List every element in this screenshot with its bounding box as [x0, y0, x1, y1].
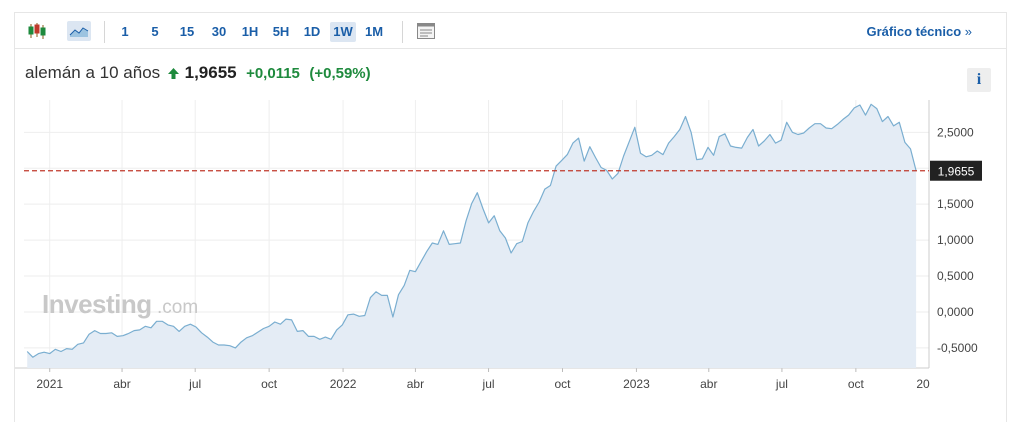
chart-widget: 1 5 15 30 1H 5H 1D 1W 1M Gráfico técnico… [14, 12, 1007, 422]
instrument-name: alemán a 10 años [25, 63, 161, 82]
arrow-up-icon [167, 68, 179, 79]
x-tick-label: abr [113, 377, 130, 391]
y-tick-label: 0,5000 [937, 269, 974, 283]
series-line [26, 103, 917, 358]
timeframe-1d[interactable]: 1D [303, 24, 321, 39]
layout-icon[interactable] [414, 21, 438, 41]
x-tick-label: jul [482, 377, 495, 391]
instrument-header: alemán a 10 años 1,9655 +0,0115 (+0,59%) [25, 63, 371, 83]
x-tick-label: 2023 [623, 377, 650, 391]
x-tick-label: oct [848, 377, 865, 391]
timeframe-1w[interactable]: 1W [330, 22, 356, 42]
toolbar-divider [104, 21, 105, 43]
last-price-label-bg [930, 160, 982, 181]
investing-watermark: Investing [42, 289, 152, 319]
timeframe-30[interactable]: 30 [211, 24, 227, 39]
series-area [27, 104, 917, 369]
double-chevron-right-icon: » [964, 24, 972, 39]
y-tick-label: 1,0000 [937, 233, 974, 247]
x-tick-label: 2022 [330, 377, 357, 391]
area-chart-icon[interactable] [67, 21, 91, 41]
info-button[interactable]: i [967, 68, 991, 92]
x-tick-label: oct [261, 377, 278, 391]
y-tick-label: 1,5000 [937, 197, 974, 211]
last-price: 1,9655 [184, 63, 237, 82]
timeframe-15[interactable]: 15 [179, 24, 195, 39]
timeframe-1[interactable]: 1 [121, 24, 129, 39]
toolbar-divider [402, 21, 403, 43]
y-tick-label: 0,0000 [937, 305, 974, 319]
chart-toolbar: 1 5 15 30 1H 5H 1D 1W 1M Gráfico técnico… [15, 13, 1006, 49]
candlestick-icon[interactable] [25, 21, 49, 41]
timeframe-5[interactable]: 5 [151, 24, 159, 39]
investing-watermark-suffix: .com [157, 297, 198, 318]
x-tick-label: 20 [916, 377, 930, 391]
x-tick-label: abr [407, 377, 424, 391]
timeframe-1m[interactable]: 1M [364, 24, 384, 39]
x-tick-label: jul [775, 377, 788, 391]
technical-chart-link-label: Gráfico técnico [866, 24, 962, 39]
timeframe-5h[interactable]: 5H [272, 24, 290, 39]
timeframe-1h[interactable]: 1H [241, 24, 259, 39]
x-tick-label: jul [188, 377, 201, 391]
y-tick-label: 2,5000 [937, 125, 974, 139]
technical-chart-link[interactable]: Gráfico técnico » [867, 24, 973, 39]
last-price-label: 1,9655 [938, 165, 975, 179]
price-change-percent: (+0,59%) [309, 65, 371, 82]
x-tick-label: oct [554, 377, 571, 391]
x-tick-label: abr [700, 377, 717, 391]
x-tick-label: 2021 [36, 377, 63, 391]
y-tick-label: -0,5000 [937, 341, 978, 355]
price-change: +0,0115 [246, 65, 300, 82]
